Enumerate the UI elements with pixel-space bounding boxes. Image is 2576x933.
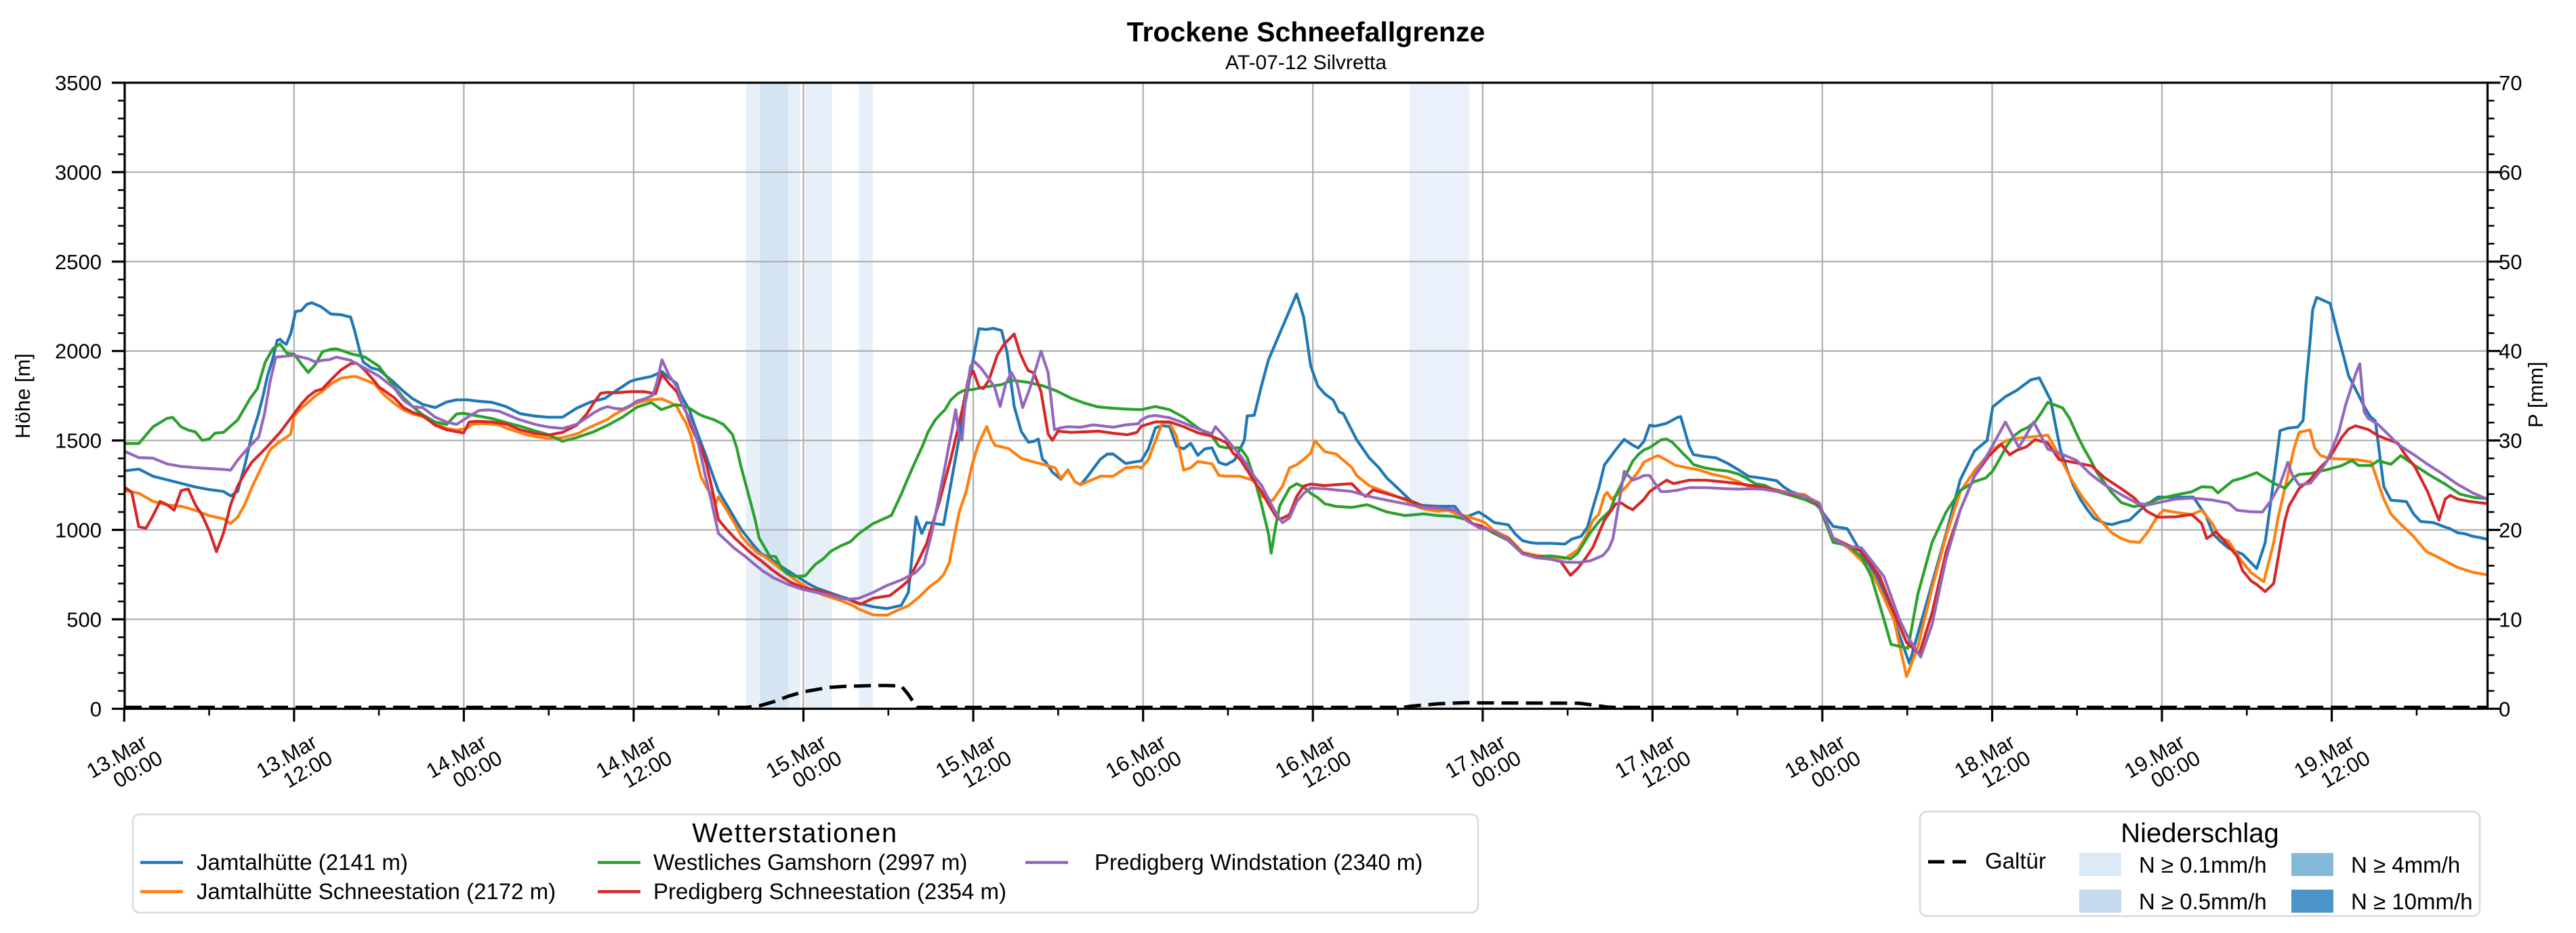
svg-text:20: 20 (2499, 519, 2522, 542)
svg-text:Westliches Gamshorn (2997 m): Westliches Gamshorn (2997 m) (653, 850, 967, 875)
svg-text:3000: 3000 (55, 161, 102, 184)
svg-text:N ≥ 0.5mm/h: N ≥ 0.5mm/h (2139, 889, 2267, 914)
svg-text:P [mm]: P [mm] (2524, 361, 2548, 428)
svg-text:Jamtalhütte (2141 m): Jamtalhütte (2141 m) (197, 850, 408, 875)
svg-text:Predigberg Windstation (2340 m: Predigberg Windstation (2340 m) (1095, 850, 1423, 875)
svg-text:Niederschlag: Niederschlag (2121, 818, 2278, 848)
svg-text:60: 60 (2499, 161, 2522, 184)
svg-text:Predigberg Schneestation (2354: Predigberg Schneestation (2354 m) (653, 879, 1006, 904)
svg-text:70: 70 (2499, 71, 2522, 95)
svg-text:Höhe [m]: Höhe [m] (11, 353, 35, 439)
svg-text:N ≥ 0.1mm/h: N ≥ 0.1mm/h (2139, 852, 2267, 877)
svg-text:Trockene Schneefallgrenze: Trockene Schneefallgrenze (1127, 16, 1486, 47)
svg-text:AT-07-12 Silvretta: AT-07-12 Silvretta (1225, 52, 1387, 74)
svg-text:1500: 1500 (55, 429, 102, 453)
svg-text:500: 500 (66, 608, 102, 631)
svg-text:0: 0 (90, 697, 102, 721)
svg-text:2000: 2000 (55, 340, 102, 363)
svg-text:0: 0 (2499, 697, 2510, 721)
svg-text:Wetterstationen: Wetterstationen (692, 818, 897, 848)
svg-text:Jamtalhütte Schneestation (217: Jamtalhütte Schneestation (2172 m) (197, 879, 556, 904)
svg-text:N ≥ 10mm/h: N ≥ 10mm/h (2351, 889, 2473, 914)
svg-text:3500: 3500 (55, 71, 102, 95)
svg-text:1000: 1000 (55, 519, 102, 542)
svg-text:40: 40 (2499, 340, 2522, 363)
svg-text:50: 50 (2499, 250, 2522, 274)
svg-text:30: 30 (2499, 429, 2522, 453)
svg-text:N ≥ 4mm/h: N ≥ 4mm/h (2351, 852, 2460, 877)
svg-text:2500: 2500 (55, 250, 102, 274)
svg-text:10: 10 (2499, 608, 2522, 631)
svg-text:Galtür: Galtür (1985, 848, 2046, 873)
